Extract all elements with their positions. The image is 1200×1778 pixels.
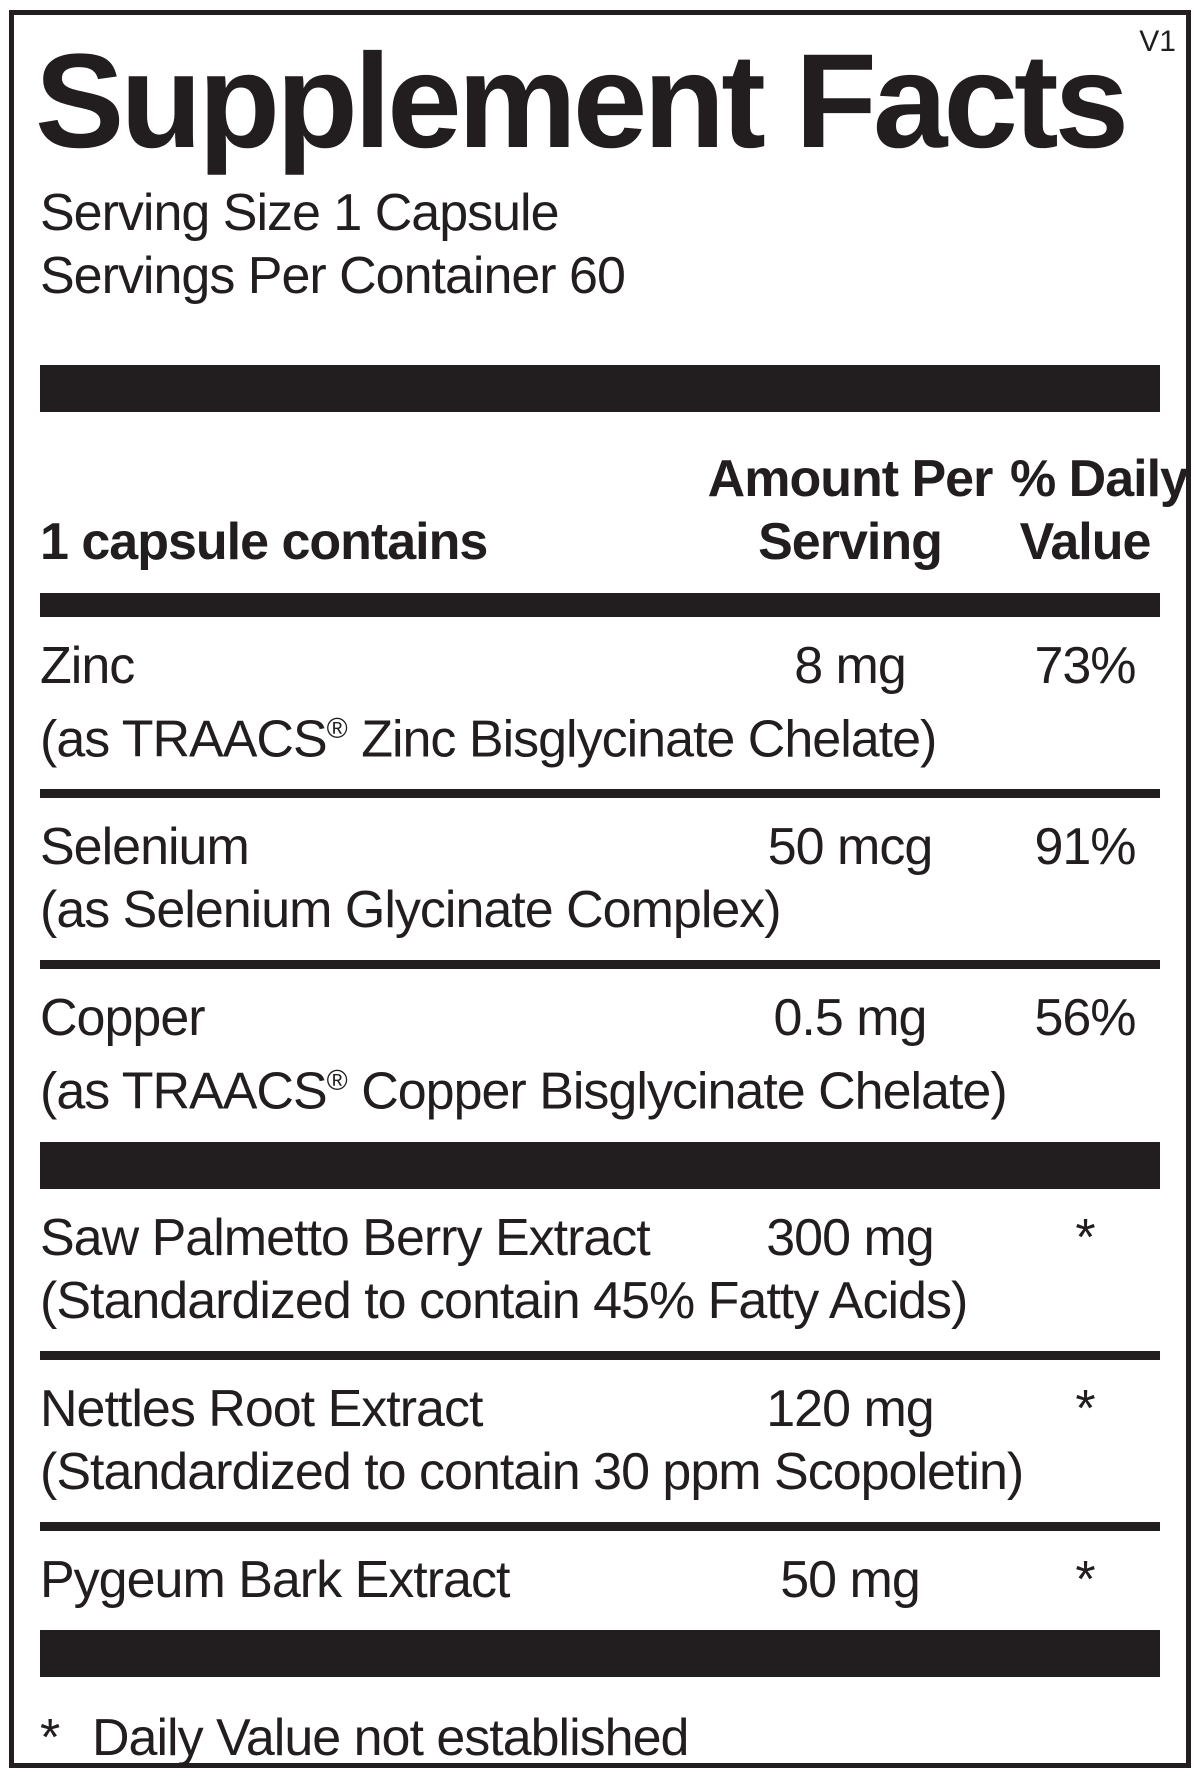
ingredient-source-line: (as Selenium Glycinate Complex) (40, 881, 782, 940)
ingredient-row: Nettles Root Extract 120 mg * (Standardi… (40, 1378, 1160, 1504)
ingredient-main-line: Saw Palmetto Berry Extract 300 mg * (40, 1207, 1160, 1270)
ingredient-name: Zinc (40, 637, 135, 695)
header-amount-line1: Amount Per (707, 450, 994, 508)
serving-size-line: Serving Size 1 Capsule (40, 184, 560, 242)
ingredient-rows: Zinc 8 mg 73% (as TRAACS® Zinc Bisglycin… (40, 635, 1160, 1677)
header-dv-line2: Value (1019, 513, 1152, 571)
ingredient-daily-value: * (1075, 1550, 1095, 1609)
row-rule (40, 1350, 1160, 1360)
row-rule (40, 789, 1160, 799)
ingredient-row: Copper 0.5 mg 56% (as TRAACS® Copper Bis… (40, 987, 1160, 1123)
header-contains: 1 capsule contains (40, 513, 488, 571)
footnote-text: Daily Value not established (92, 1708, 689, 1763)
panel-content: V1 Supplement Facts Serving Size 1 Capsu… (14, 15, 1186, 1764)
ingredient-row: Saw Palmetto Berry Extract 300 mg * (Sta… (40, 1207, 1160, 1333)
ingredient-daily-value: * (1075, 1379, 1095, 1438)
footnote: * Daily Value not established (40, 1707, 1160, 1763)
table-header-row: 1 capsule contains Amount Per Serving % … (40, 448, 1186, 574)
ingredient-main-line: Copper 0.5 mg 56% (40, 987, 1160, 1050)
ingredient-source-line: (Standardized to contain 30 ppm Scopolet… (40, 1442, 1024, 1501)
ingredient-name: Copper (40, 989, 206, 1048)
ingredient-row: Zinc 8 mg 73% (as TRAACS® Zinc Bisglycin… (40, 635, 1160, 771)
divider-bar-header (40, 593, 1160, 617)
ingredient-amount: 50 mcg (767, 818, 934, 877)
ingredient-name: Pygeum Bark Extract (40, 1550, 510, 1609)
ingredient-daily-value: * (1075, 1208, 1095, 1267)
header-amount-per-serving: Amount Per Serving (690, 448, 1010, 574)
header-percent-daily-value: % Daily Value (1010, 448, 1186, 574)
ingredient-source-line: (as TRAACS® Zinc Bisglycinate Chelate) (40, 710, 937, 769)
header-dv-line1: % Daily (1010, 450, 1186, 508)
header-amount-line2: Serving (758, 513, 943, 571)
footnote-asterisk: * (40, 1708, 60, 1763)
registered-trademark-symbol: ® (326, 713, 348, 745)
serving-info: Serving Size 1 Capsule Servings Per Cont… (40, 182, 1160, 308)
row-rule (40, 960, 1160, 970)
ingredient-daily-value: 73% (1034, 637, 1136, 695)
ingredient-daily-value: 91% (1034, 818, 1136, 877)
ingredient-main-line: Zinc 8 mg 73% (40, 635, 1160, 698)
ingredient-name: Saw Palmetto Berry Extract (40, 1208, 651, 1267)
ingredient-amount: 300 mg (766, 1208, 934, 1267)
ingredient-main-line: Pygeum Bark Extract 50 mg * (40, 1549, 1160, 1612)
divider-bar-top (40, 365, 1160, 412)
panel-title: Supplement Facts (35, 27, 1129, 176)
supplement-facts-panel: V1 Supplement Facts Serving Size 1 Capsu… (9, 10, 1191, 1768)
ingredient-amount: 8 mg (794, 637, 907, 695)
ingredient-amount: 120 mg (766, 1379, 934, 1438)
row-rule (40, 1521, 1160, 1531)
ingredient-main-line: Selenium 50 mcg 91% (40, 816, 1160, 879)
ingredient-daily-value: 56% (1034, 989, 1136, 1048)
section-bar (40, 1141, 1160, 1189)
section-bar (40, 1629, 1160, 1677)
version-tag: V1 (1139, 25, 1176, 58)
ingredient-name: Selenium (40, 818, 250, 877)
ingredient-row: Pygeum Bark Extract 50 mg * (40, 1549, 1160, 1612)
ingredient-amount: 0.5 mg (773, 989, 928, 1048)
ingredient-name: Nettles Root Extract (40, 1379, 483, 1438)
ingredient-amount: 50 mg (780, 1550, 921, 1609)
registered-trademark-symbol: ® (326, 1065, 348, 1098)
ingredient-source-line: (as TRAACS® Copper Bisglycinate Chelate) (40, 1062, 1008, 1121)
ingredient-row: Selenium 50 mcg 91% (as Selenium Glycina… (40, 816, 1160, 942)
ingredient-main-line: Nettles Root Extract 120 mg * (40, 1378, 1160, 1441)
ingredient-source-line: (Standardized to contain 45% Fatty Acids… (40, 1271, 968, 1330)
servings-per-container-line: Servings Per Container 60 (40, 247, 626, 305)
